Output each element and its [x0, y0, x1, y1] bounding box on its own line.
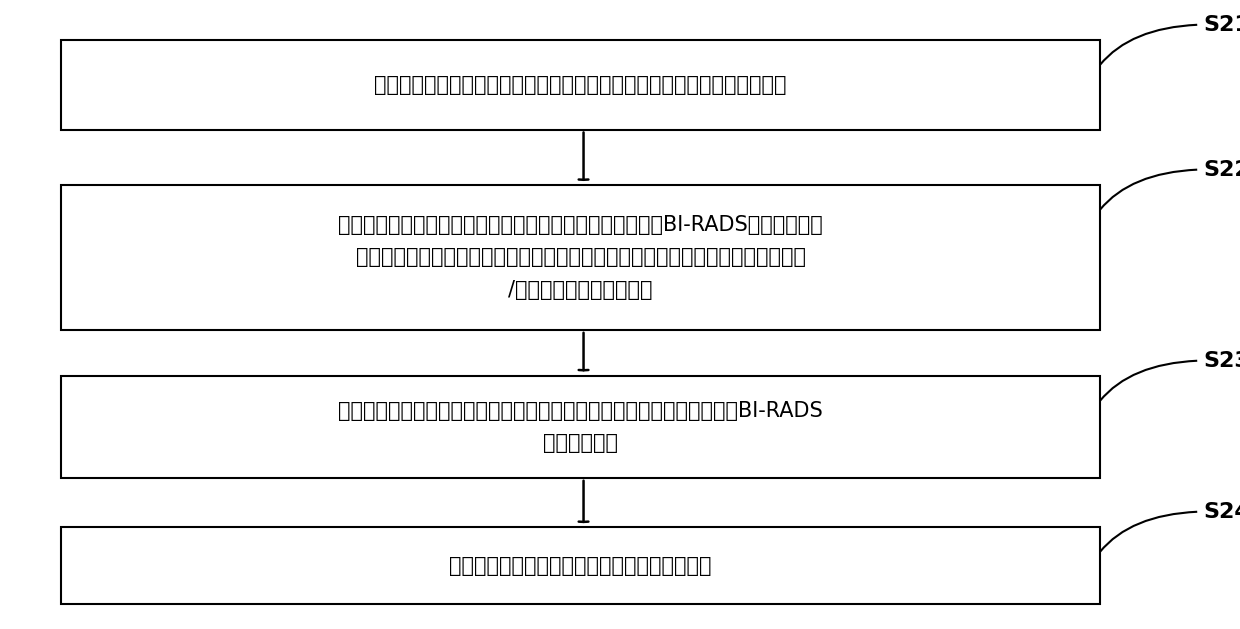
- Text: S23: S23: [1203, 351, 1240, 370]
- FancyBboxPatch shape: [61, 40, 1100, 130]
- FancyBboxPatch shape: [61, 527, 1100, 604]
- Text: S21: S21: [1203, 15, 1240, 35]
- Text: 将所述乳腺超声影像视频按照时间戳的先后顺序，以帧为单位划分成图片集: 将所述乳腺超声影像视频按照时间戳的先后顺序，以帧为单位划分成图片集: [374, 75, 786, 95]
- Text: 根据所述病灶区域检测分级模型依次检测所述图片集，确定BI-RADS类型级别，同
时检测所述图片集中的各图片的有效组织区域，并根据所述有效组织区域的类间和
/或类: 根据所述病灶区域检测分级模型依次检测所述图片集，确定BI-RADS类型级别，同 …: [339, 214, 823, 300]
- FancyBboxPatch shape: [61, 376, 1100, 478]
- Text: S22: S22: [1203, 160, 1240, 180]
- Text: 将各帧图片按照时间戳的先后顺序重新合成视频: 将各帧图片按照时间戳的先后顺序重新合成视频: [449, 555, 712, 576]
- FancyBboxPatch shape: [61, 185, 1100, 330]
- Text: 在所述图片中标注各病灶区域的轮廓线，其中，所述轮廓线的类型与所述BI-RADS
类型级别相关: 在所述图片中标注各病灶区域的轮廓线，其中，所述轮廓线的类型与所述BI-RADS …: [339, 401, 823, 454]
- Text: S24: S24: [1203, 502, 1240, 521]
